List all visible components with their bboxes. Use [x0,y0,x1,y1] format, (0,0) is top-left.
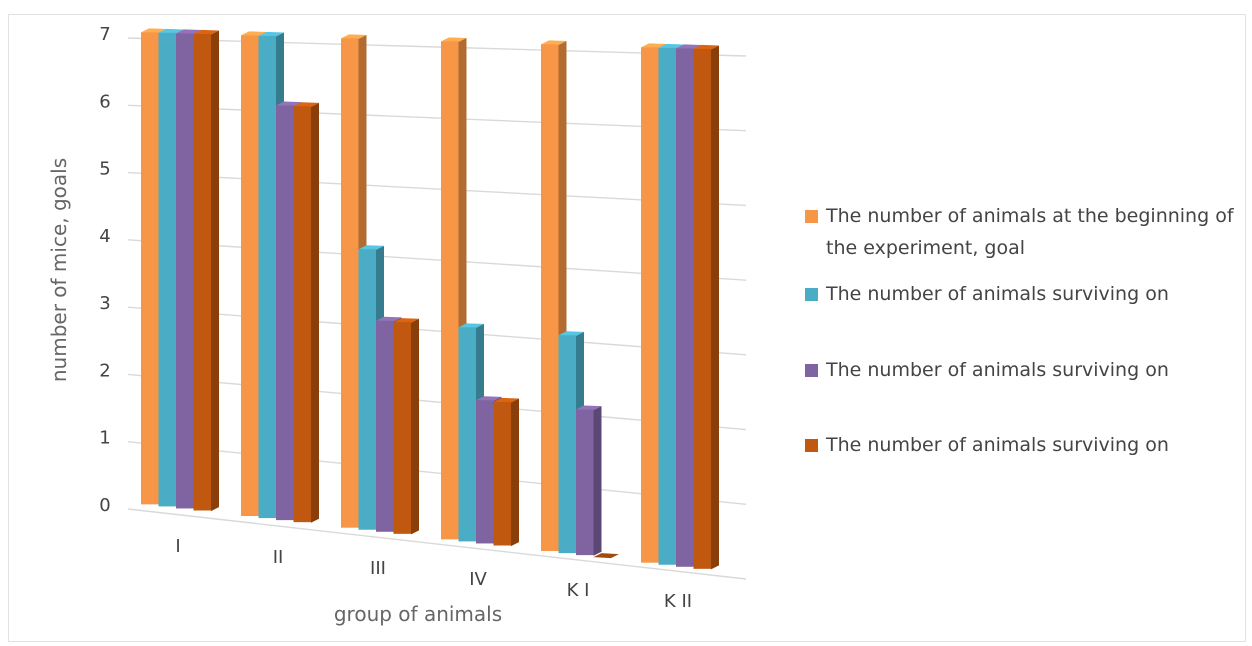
legend-label: The number of animals surviving on [825,283,1169,305]
legend-label: The number of animals at the beginning o… [825,205,1235,259]
y-axis-title: number of mice, goals [47,158,71,382]
y-tick-label: 7 [99,24,110,45]
y-tick-label: 6 [99,91,110,112]
y-tick-label: 2 [99,360,110,381]
x-tick-label: III [370,558,386,579]
bar [493,397,519,547]
legend-swatch [805,288,818,301]
legend-label: The number of animals surviving on [825,434,1169,456]
y-axis-ticks: 0 1 2 3 4 5 6 7 [99,24,110,516]
x-tick-label: K I [567,580,590,601]
y-tick-label: 3 [99,293,110,314]
bars [141,28,719,570]
x-axis-title: group of animals [334,602,502,626]
legend-swatch [805,439,818,452]
legend-entry: The number of animals surviving on [805,359,1169,381]
x-tick-label: K II [664,591,692,612]
legend-entry: The number of animals surviving on [805,283,1169,305]
bar [193,29,219,512]
y-tick-label: 4 [99,226,110,247]
bar [393,318,419,535]
legend-entry: The number of animals surviving on [805,434,1169,456]
legend-swatch [805,364,818,377]
x-tick-label: II [273,547,284,568]
bar [293,102,319,523]
x-tick-label: IV [469,569,487,590]
gridline [127,508,747,580]
y-tick-label: 5 [99,159,110,180]
legend-label: The number of animals surviving on [825,359,1169,381]
x-tick-label: I [175,536,180,557]
chart-frame [8,14,1246,642]
legend: The number of animals at the beginning o… [805,205,1235,456]
bar [576,405,602,556]
y-tick-label: 1 [99,428,110,449]
bar [593,553,619,559]
legend-entry: The number of animals at the beginning o… [805,205,1235,259]
legend-swatch [805,210,818,223]
y-tick-label: 0 [99,495,110,516]
bar [693,44,719,570]
